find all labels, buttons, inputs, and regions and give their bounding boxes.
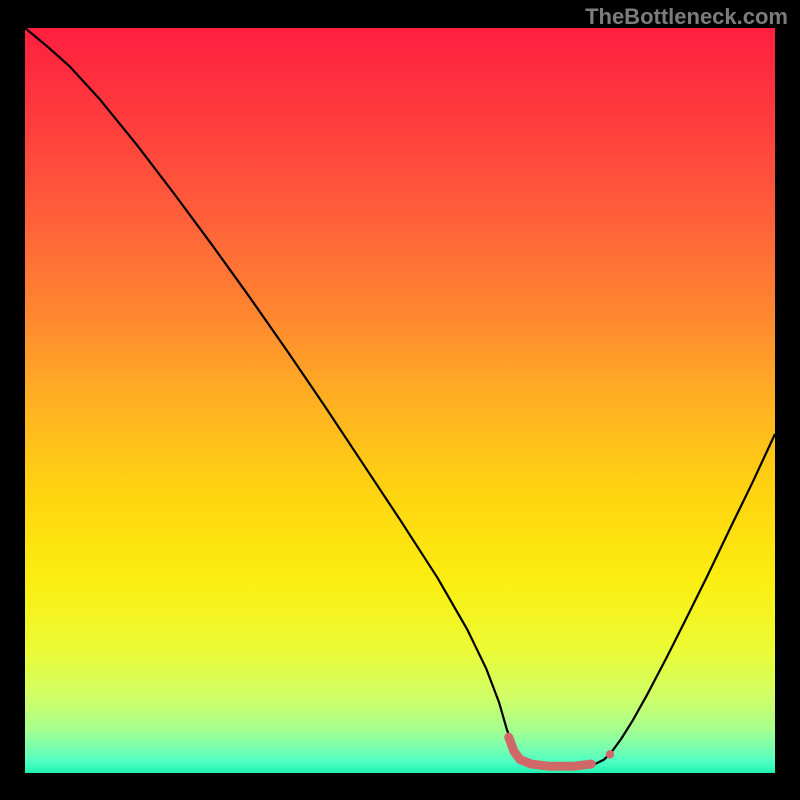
marker-dot xyxy=(606,750,614,758)
chart-svg xyxy=(25,28,775,773)
gradient-background xyxy=(25,28,775,773)
chart-plot-area xyxy=(25,28,775,773)
watermark-text: TheBottleneck.com xyxy=(585,4,788,30)
figure-outer: TheBottleneck.com xyxy=(0,0,800,800)
